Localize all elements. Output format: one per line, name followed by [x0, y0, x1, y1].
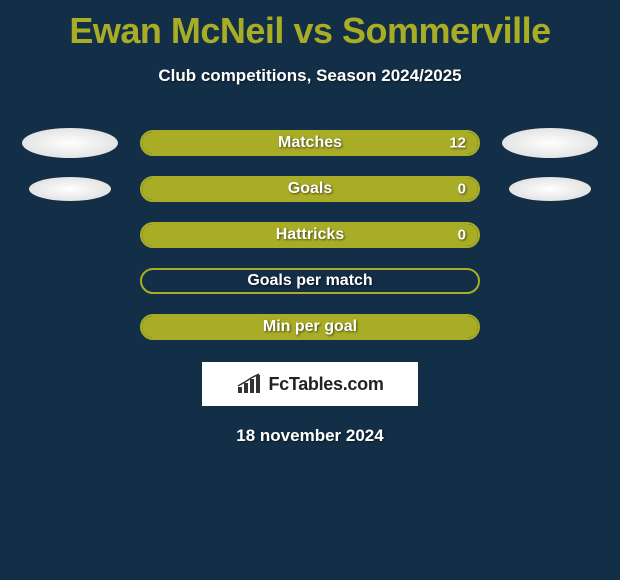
badge-ellipse-left: [29, 177, 111, 201]
stat-bar: Matches 12: [140, 130, 480, 156]
title-vs: vs: [293, 10, 332, 51]
logo-text: FcTables.com: [268, 374, 383, 395]
date-text: 18 november 2024: [0, 426, 620, 446]
stat-row: Matches 12: [0, 130, 620, 156]
badge-ellipse-right: [502, 128, 598, 158]
stat-bars: Matches 12 Goals 0 Hattricks 0 Goals per match…: [0, 130, 620, 340]
stat-value: 0: [458, 227, 466, 244]
stat-label: Goals per match: [247, 272, 372, 290]
stat-label: Goals: [288, 180, 332, 198]
title-player2: Sommerville: [342, 10, 551, 51]
stat-bar: Goals 0: [140, 176, 480, 202]
stat-label: Matches: [278, 134, 342, 152]
subtitle: Club competitions, Season 2024/2025: [0, 66, 620, 86]
stat-bar: Min per goal: [140, 314, 480, 340]
title-player1: Ewan McNeil: [69, 10, 284, 51]
stat-row: Goals per match: [0, 268, 620, 294]
stat-bar: Hattricks 0: [140, 222, 480, 248]
stat-row: Goals 0: [0, 176, 620, 202]
stat-value: 12: [449, 135, 466, 152]
logo-box: FcTables.com: [202, 362, 418, 406]
stat-row: Hattricks 0: [0, 222, 620, 248]
page-title: Ewan McNeil vs Sommerville: [0, 0, 620, 52]
stat-row: Min per goal: [0, 314, 620, 340]
stat-bar: Goals per match: [140, 268, 480, 294]
chart-icon: [236, 373, 262, 395]
stat-label: Min per goal: [263, 318, 357, 336]
logo: FcTables.com: [236, 373, 383, 395]
stat-value: 0: [458, 181, 466, 198]
badge-ellipse-right: [509, 177, 591, 201]
stat-label: Hattricks: [276, 226, 344, 244]
badge-ellipse-left: [22, 128, 118, 158]
